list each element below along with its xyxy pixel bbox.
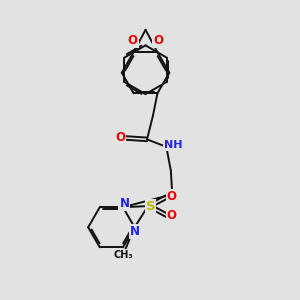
Text: O: O xyxy=(153,34,163,47)
Text: CH₃: CH₃ xyxy=(113,250,133,260)
Text: S: S xyxy=(146,200,155,213)
Text: O: O xyxy=(128,34,138,47)
Text: O: O xyxy=(115,131,125,144)
Text: N: N xyxy=(119,197,129,210)
Text: O: O xyxy=(167,209,177,222)
Text: N: N xyxy=(130,225,140,238)
Text: O: O xyxy=(167,190,177,203)
Text: NH: NH xyxy=(164,140,182,150)
